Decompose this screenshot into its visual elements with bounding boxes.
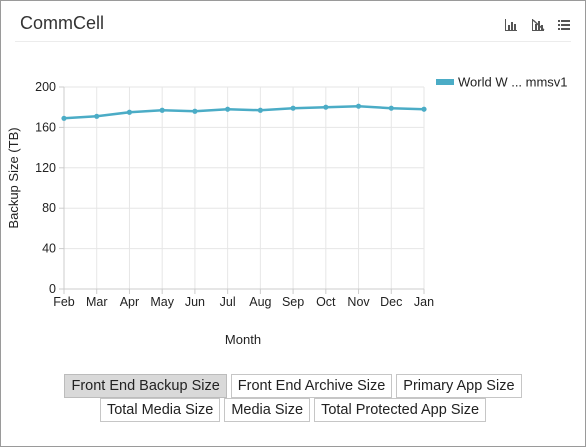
data-point [225,106,231,112]
y-tick-label: 80 [42,201,56,215]
x-tick-label: Oct [316,295,336,309]
data-point [159,107,165,113]
x-axis-title: Month [225,332,261,347]
series-layer [61,103,427,121]
data-point [290,105,296,111]
series-line [63,104,425,120]
metric-button-total-protected-app-size[interactable]: Total Protected App Size [314,398,487,422]
legend-layer: World W ... mmsv1 [436,75,568,90]
metric-button-front-end-backup-size[interactable]: Front End Backup Size [64,374,227,398]
metric-button-front-end-archive-size[interactable]: Front End Archive Size [230,374,393,398]
metric-button-media-size[interactable]: Media Size [224,398,311,422]
grid-layer [63,86,425,290]
metric-button-primary-app-size[interactable]: Primary App Size [396,374,522,398]
x-tick-label: Jul [220,295,236,309]
y-tick-label: 160 [35,120,56,134]
data-point [257,107,263,113]
x-tick-label: Nov [347,295,370,309]
data-point [323,104,329,110]
backup-size-line-chart: 0 40 80 120 160 200 Feb Mar Apr May Jun Jul Aug Sep Oc… [6,75,568,348]
data-point [355,103,362,109]
x-tick-label: Dec [380,295,402,309]
legend-label: World W ... mmsv1 [458,75,568,90]
y-tick-label: 40 [42,242,56,256]
y-tick-label: 200 [35,80,56,94]
y-axis-title: Backup Size (TB) [6,127,21,228]
metric-button-row-2: Total Media Size Media Size Total Protecte… [0,398,586,422]
bar-chart-icon[interactable] [504,18,518,32]
data-point [126,109,133,115]
x-tick-label: Mar [86,295,108,309]
data-point [61,115,67,121]
metric-button-row-1: Front End Backup Size Front End Archive S… [0,374,586,398]
y-tick-label: 0 [49,282,56,296]
legend-swatch [436,79,454,85]
x-tick-label: Feb [53,295,75,309]
data-point [421,106,427,112]
x-tick-label: Jun [185,295,205,309]
x-tick-label: Apr [120,295,139,309]
x-tick-label: Aug [249,295,271,309]
data-point [94,113,100,119]
axis-layer: 0 40 80 120 160 200 Feb Mar Apr May Jun Jul Aug Sep Oc… [35,80,434,309]
y-tick-label: 120 [35,161,56,175]
data-point [388,105,394,111]
x-tick-label: May [150,295,174,309]
header-divider [15,41,571,42]
clear-chart-icon[interactable] [531,18,545,32]
x-tick-label: Jan [414,295,434,309]
data-point [192,108,198,114]
metric-button-total-media-size[interactable]: Total Media Size [99,398,221,422]
x-tick-label: Sep [282,295,304,309]
panel-title: CommCell [20,13,105,33]
list-view-icon[interactable] [557,18,571,32]
